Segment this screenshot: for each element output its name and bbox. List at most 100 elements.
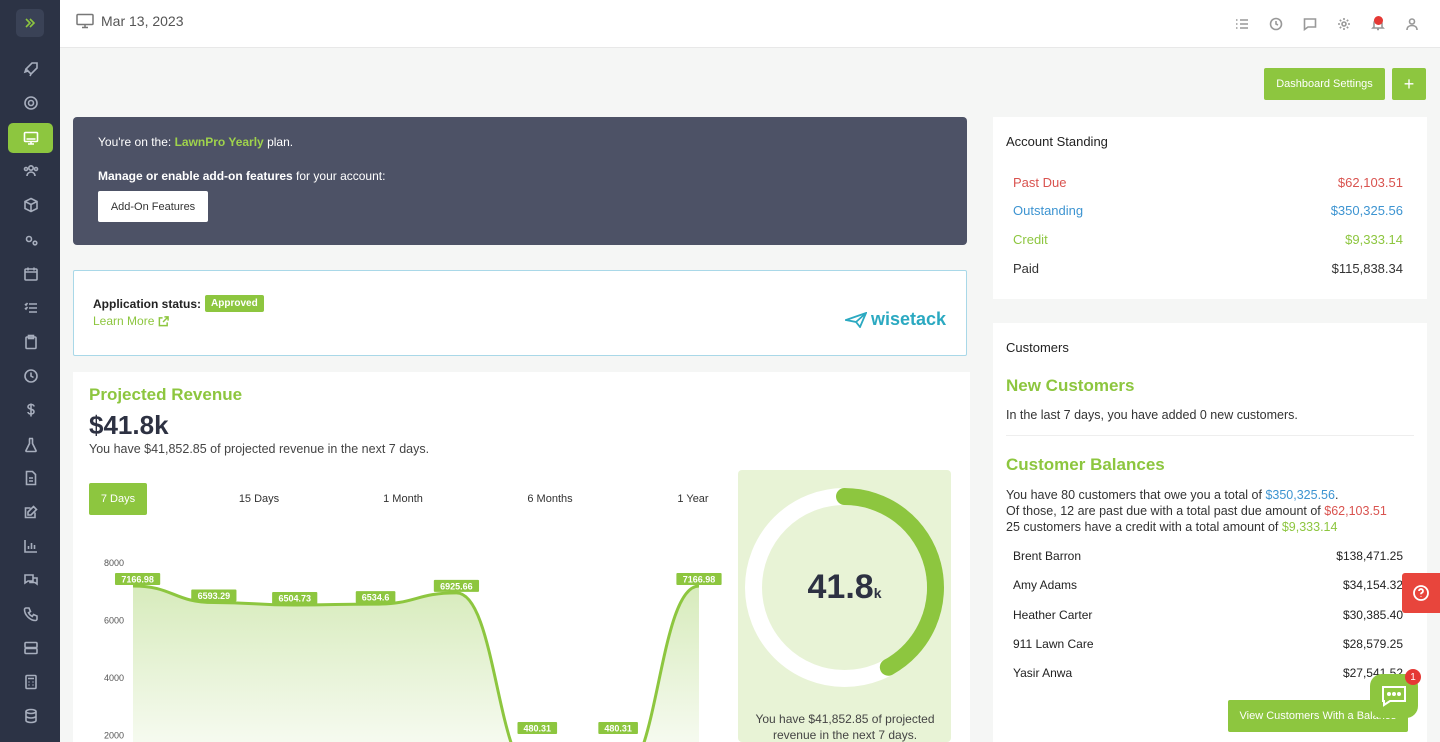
customers-card: Customers New Customers In the last 7 da… xyxy=(993,323,1427,742)
line2-text: Of those, 12 are past due with a total p… xyxy=(1006,504,1325,518)
sidebar-item-products[interactable] xyxy=(8,190,53,220)
data-label-bg xyxy=(676,572,722,585)
archive-icon xyxy=(23,641,38,655)
divider xyxy=(1006,435,1414,436)
learn-more-link[interactable]: Learn More xyxy=(93,314,170,328)
data-label: 6504.73 xyxy=(278,593,311,603)
manage-line: Manage or enable add-on features for you… xyxy=(98,169,385,183)
messages-button[interactable] xyxy=(1302,16,1318,32)
application-status-label: Application status: xyxy=(93,296,202,311)
customer-name: Heather Carter xyxy=(1013,608,1093,622)
customer-name: Amy Adams xyxy=(1013,578,1078,592)
line3-text: 25 customers have a credit with a total … xyxy=(1006,520,1282,534)
monitor-icon xyxy=(23,131,38,145)
chat-icon xyxy=(1382,686,1406,707)
sidebar-item-tasks[interactable] xyxy=(8,293,53,323)
projected-revenue-title: Projected Revenue xyxy=(89,385,243,404)
data-label: 7166.98 xyxy=(683,574,716,584)
profile-button[interactable] xyxy=(1404,16,1420,32)
tab-6-months[interactable]: 6 Months xyxy=(527,493,573,505)
balance-row[interactable]: Brent Barron $138,471.25 xyxy=(1013,549,1403,563)
balance-row[interactable]: 911 Lawn Care $28,579.25 xyxy=(1013,637,1403,651)
balance-row[interactable]: Heather Carter $30,385.40 xyxy=(1013,608,1403,622)
sidebar-item-storage[interactable] xyxy=(8,633,53,663)
gauge-inner xyxy=(763,506,926,669)
sidebar-item-jobs[interactable] xyxy=(8,327,53,357)
manage-rest: for your account: xyxy=(292,169,386,183)
projected-revenue-value: $41.8k xyxy=(89,410,169,440)
message-icon xyxy=(1303,18,1317,31)
revenue-gauge-panel: 41.8k You have $41,852.85 of projected r… xyxy=(738,470,951,742)
standing-label: Credit xyxy=(1013,232,1048,247)
sidebar-item-settings[interactable] xyxy=(8,225,53,255)
bar-chart-icon xyxy=(23,540,37,553)
lifebuoy-icon xyxy=(23,96,38,110)
projected-revenue-subtitle: You have $41,852.85 of projected revenue… xyxy=(89,442,430,456)
balance-row[interactable]: Yasir Anwa $27,541.52 xyxy=(1013,666,1403,680)
user-icon xyxy=(1406,18,1418,31)
learn-more-label: Learn More xyxy=(93,314,155,328)
customer-name: Brent Barron xyxy=(1013,549,1082,563)
help-button[interactable] xyxy=(1402,573,1440,613)
box-icon xyxy=(23,197,38,213)
wisetack-wordmark: wisetack xyxy=(870,309,946,329)
sidebar-item-calls[interactable] xyxy=(8,599,53,629)
clock-icon xyxy=(23,369,38,383)
customer-name: Yasir Anwa xyxy=(1013,666,1073,680)
data-label-bg xyxy=(191,589,237,602)
plan-line: You're on the: LawnPro Yearly plan. xyxy=(98,135,942,149)
flask-icon xyxy=(24,437,37,453)
sidebar-item-getting-started[interactable] xyxy=(8,54,53,84)
account-standing-card: Account Standing Past Due $62,103.51 Out… xyxy=(993,117,1427,299)
data-label: 6534.6 xyxy=(362,593,390,603)
data-label: 6593.29 xyxy=(198,591,231,601)
sidebar-item-database[interactable] xyxy=(8,701,53,731)
paper-plane-icon xyxy=(844,311,867,328)
history-button[interactable] xyxy=(1268,16,1284,32)
manage-bold: Manage or enable add-on features xyxy=(98,169,293,183)
standing-row-past-due[interactable]: Past Due $62,103.51 xyxy=(1013,175,1403,190)
document-icon xyxy=(25,470,36,486)
add-widget-button[interactable]: + xyxy=(1392,68,1426,100)
standing-value: $350,325.56 xyxy=(1330,203,1403,218)
chat-bubbles-icon xyxy=(23,574,38,586)
standing-row-outstanding[interactable]: Outstanding $350,325.56 xyxy=(1013,203,1403,218)
sidebar-item-chemicals[interactable] xyxy=(8,430,53,460)
data-label-bg xyxy=(517,722,558,734)
sidebar-item-reports[interactable] xyxy=(8,531,53,561)
dashboard-settings-button[interactable]: Dashboard Settings xyxy=(1264,68,1385,100)
tab-7-days[interactable]: 7 Days xyxy=(89,483,147,515)
sidebar-item-timesheet[interactable] xyxy=(8,361,53,391)
data-label: 480.31 xyxy=(604,724,632,734)
dollar-icon xyxy=(26,403,35,417)
question-circle-icon xyxy=(1413,585,1429,601)
sidebar-item-dashboard[interactable] xyxy=(8,123,53,153)
clipboard-icon xyxy=(24,334,37,350)
notifications-button[interactable] xyxy=(1370,16,1386,32)
sidebar-item-billing[interactable] xyxy=(8,395,53,425)
sidebar-item-messages[interactable] xyxy=(8,565,53,595)
tab-1-month[interactable]: 1 Month xyxy=(383,493,423,505)
data-label: 480.31 xyxy=(524,724,552,734)
standing-row-paid[interactable]: Paid $115,838.34 xyxy=(1013,261,1403,276)
expand-sidebar-button[interactable] xyxy=(16,9,44,37)
sidebar-item-calculator[interactable] xyxy=(8,667,53,697)
tab-15-days[interactable]: 15 Days xyxy=(238,493,280,505)
rocket-icon xyxy=(23,62,38,77)
line1-amount: $350,325.56 xyxy=(1265,488,1335,502)
customer-amount: $30,385.40 xyxy=(1342,608,1403,622)
sidebar-item-documents[interactable] xyxy=(8,463,53,493)
tab-1-year[interactable]: 1 Year xyxy=(677,493,709,505)
gauge-unit: k xyxy=(873,585,882,601)
balance-row[interactable]: Amy Adams $34,154.32 xyxy=(1013,578,1403,592)
sidebar-item-support[interactable] xyxy=(8,88,53,118)
standing-value: $62,103.51 xyxy=(1337,175,1403,190)
sidebar-item-estimates[interactable] xyxy=(8,497,53,527)
tasks-button[interactable] xyxy=(1234,16,1250,32)
standing-row-credit[interactable]: Credit $9,333.14 xyxy=(1013,232,1403,247)
add-on-features-button[interactable]: Add-On Features xyxy=(98,191,208,222)
sidebar xyxy=(0,0,60,742)
settings-button[interactable] xyxy=(1336,16,1352,32)
sidebar-item-customers[interactable] xyxy=(8,156,53,186)
sidebar-item-calendar[interactable] xyxy=(8,259,53,289)
